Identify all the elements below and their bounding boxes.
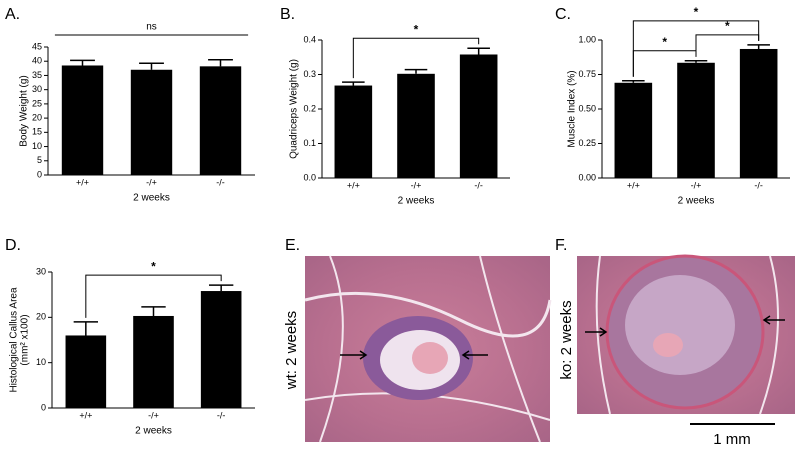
significance-label: *: [414, 22, 419, 36]
y-tick-label: 0.3: [303, 69, 316, 79]
y-tick-label: 20: [36, 312, 46, 322]
error-bar: [70, 59, 95, 66]
micrograph: [577, 254, 795, 415]
x-tick-label: -/+: [411, 180, 422, 190]
y-tick-label: 30: [36, 266, 46, 276]
y-tick-label: 20: [32, 112, 42, 122]
bar: [61, 65, 104, 175]
error-bar: [622, 79, 645, 83]
y-tick-label: 0: [37, 169, 42, 179]
y-axis-label: Histological Callus Area: [9, 287, 20, 392]
y-tick-label: 0: [41, 402, 46, 412]
y-axis-label: Muscle Index (%): [567, 70, 578, 147]
y-tick-label: 0.75: [578, 69, 596, 79]
bar: [677, 62, 715, 178]
significance-label: *: [725, 19, 730, 33]
significance-bracket: [632, 20, 760, 77]
panel-label: C.: [555, 6, 571, 23]
x-tick-label: -/-: [217, 410, 226, 420]
y-tick-label: 0.25: [578, 138, 596, 148]
y-axis-label: Quadriceps Weight (g): [289, 59, 300, 159]
error-bar: [141, 306, 166, 316]
image-label: wt: 2 weeks: [283, 311, 300, 390]
y-tick-label: 0.2: [303, 103, 316, 113]
x-tick-label: -/-: [474, 180, 483, 190]
significance-label: *: [662, 35, 667, 49]
y-tick-label: 0.50: [578, 103, 596, 113]
bar: [334, 85, 373, 178]
y-tick-label: 15: [32, 127, 42, 137]
y-axis-label: Body Weight (g): [19, 75, 30, 147]
image-label: ko: 2 weeks: [558, 300, 575, 379]
x-tick-label: -/+: [146, 177, 157, 187]
error-bar: [404, 68, 428, 74]
x-tick-label: +/+: [347, 180, 360, 190]
x-axis-label: 2 weeks: [133, 193, 170, 204]
y-tick-label: 25: [32, 98, 42, 108]
significance-label: *: [694, 5, 699, 19]
bar: [397, 73, 435, 178]
y-tick-label: 45: [32, 41, 42, 51]
x-axis-label: 2 weeks: [398, 196, 435, 207]
bar: [133, 315, 174, 408]
x-axis-label: 2 weeks: [678, 196, 715, 207]
error-bar: [73, 321, 99, 336]
x-tick-label: +/+: [79, 410, 92, 420]
bar: [614, 82, 653, 178]
bar: [65, 335, 107, 408]
y-tick-label: 0.1: [303, 138, 316, 148]
panel-label: E.: [285, 237, 300, 254]
bar: [459, 54, 498, 178]
y-tick-label: 35: [32, 70, 42, 80]
y-tick-label: 0.0: [303, 172, 316, 182]
x-tick-label: -/-: [754, 180, 763, 190]
x-tick-label: +/+: [76, 177, 89, 187]
y-tick-label: 30: [32, 84, 42, 94]
error-bar: [139, 62, 164, 70]
x-tick-label: -/-: [216, 177, 225, 187]
bar: [200, 291, 242, 408]
y-tick-label: 10: [36, 357, 46, 367]
panel-label: A.: [5, 6, 20, 23]
x-tick-label: +/+: [627, 180, 640, 190]
panel-label: D.: [5, 237, 21, 254]
y-tick-label: 1.00: [578, 34, 596, 44]
scale-label: 1 mm: [713, 431, 751, 448]
error-bar: [684, 59, 708, 63]
y-tick-label: 0.4: [303, 34, 316, 44]
y-tick-label: 40: [32, 56, 42, 66]
error-bar: [208, 59, 233, 67]
error-bar: [208, 284, 234, 292]
y-tick-label: 0.00: [578, 172, 596, 182]
y-axis-unit: (mm² x100): [20, 314, 31, 365]
error-bar: [747, 44, 770, 49]
x-tick-label: -/+: [148, 410, 159, 420]
error-bar: [467, 47, 490, 55]
significance-label: ns: [146, 22, 157, 33]
error-bar: [342, 81, 365, 86]
x-axis-label: 2 weeks: [135, 426, 172, 437]
bar: [130, 69, 173, 175]
significance-bracket: [352, 37, 480, 79]
y-tick-label: 5: [37, 155, 42, 165]
y-tick-label: 10: [32, 141, 42, 151]
significance-label: *: [151, 259, 156, 273]
significance-bracket: [85, 274, 222, 318]
micrograph: [304, 255, 552, 443]
x-tick-label: -/+: [691, 180, 702, 190]
bar: [739, 48, 778, 178]
panel-label: B.: [280, 6, 295, 23]
panel-label: F.: [555, 237, 567, 254]
bar: [199, 66, 242, 175]
